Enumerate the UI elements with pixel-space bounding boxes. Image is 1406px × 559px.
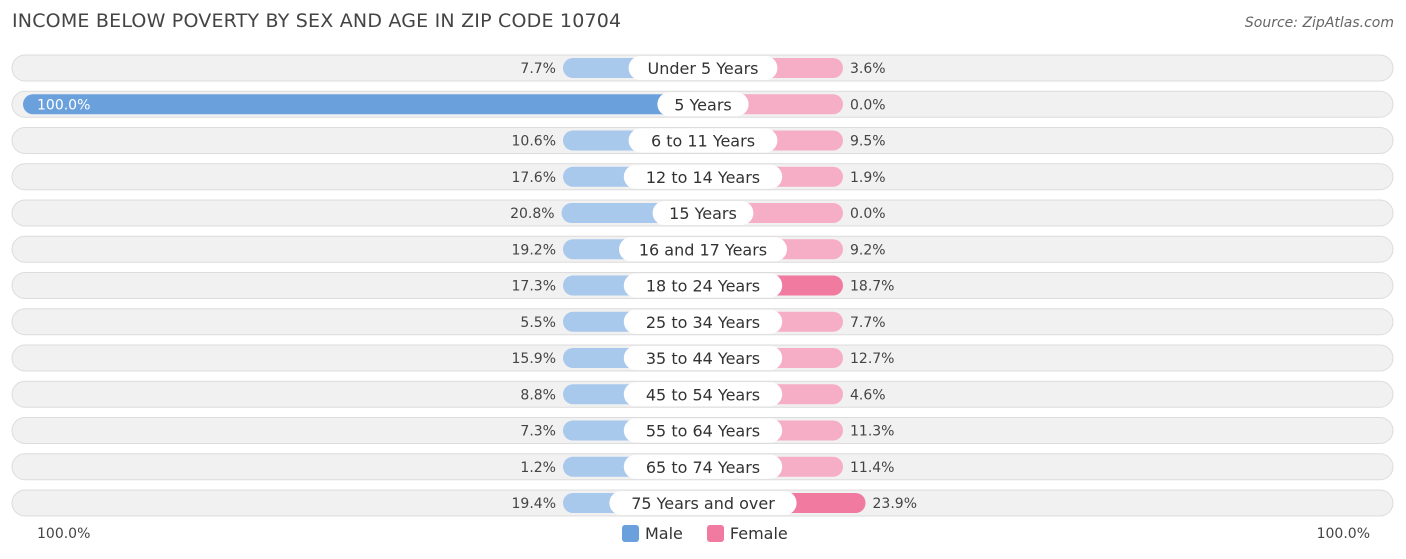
value-male: 7.7% bbox=[520, 61, 556, 77]
value-male: 1.2% bbox=[520, 460, 556, 476]
category-label: Under 5 Years bbox=[648, 59, 759, 78]
category-label: 12 to 14 Years bbox=[646, 168, 760, 187]
value-male: 5.5% bbox=[520, 315, 556, 331]
category-pill bbox=[657, 92, 749, 117]
legend-swatch-female bbox=[706, 525, 724, 542]
row-12-to-14-years: 17.6% 1.9% 12 to 14 Years bbox=[11, 163, 1394, 191]
row-45-to-54-years: 8.8% 4.6% 45 to 54 Years bbox=[11, 380, 1394, 408]
category-pill bbox=[623, 346, 783, 370]
category-pill bbox=[652, 201, 754, 225]
category-pill bbox=[623, 382, 783, 407]
category-label: 45 to 54 Years bbox=[646, 385, 760, 404]
category-pill bbox=[623, 454, 783, 479]
legend-label-male: Male bbox=[645, 524, 683, 543]
value-male: 10.6% bbox=[512, 134, 556, 150]
axis-left-label: 100.0% bbox=[37, 526, 91, 542]
value-female: 18.7% bbox=[850, 279, 894, 295]
category-label: 75 Years and over bbox=[631, 494, 775, 513]
category-label: 5 Years bbox=[674, 95, 731, 114]
value-female: 12.7% bbox=[850, 351, 894, 367]
row-15-years: 20.8% 0.0% 15 Years bbox=[11, 199, 1394, 227]
legend-label-female: Female bbox=[729, 524, 788, 543]
category-label: 15 Years bbox=[669, 204, 737, 223]
value-female: 9.5% bbox=[850, 134, 886, 150]
bar-male bbox=[23, 94, 703, 115]
category-label: 35 to 44 Years bbox=[646, 349, 760, 368]
value-male: 15.9% bbox=[512, 351, 556, 367]
value-male: 8.8% bbox=[520, 387, 556, 403]
value-male: 20.8% bbox=[510, 206, 554, 222]
legend-item-female: Female bbox=[706, 524, 788, 543]
row-under-5-years: 7.7% 3.6% Under 5 Years bbox=[11, 54, 1394, 82]
category-pill bbox=[628, 56, 778, 80]
value-female: 9.2% bbox=[850, 242, 886, 258]
category-pill bbox=[623, 273, 783, 298]
chart-source: Source: ZipAtlas.com bbox=[1244, 15, 1394, 31]
value-female: 11.3% bbox=[850, 424, 894, 440]
value-female: 11.4% bbox=[850, 460, 894, 476]
axis-right-label: 100.0% bbox=[1316, 526, 1370, 542]
category-pill bbox=[623, 164, 783, 189]
row-18-to-24-years: 17.3% 18.7% 18 to 24 Years bbox=[11, 272, 1394, 299]
value-female: 4.6% bbox=[850, 387, 886, 403]
category-label: 55 to 64 Years bbox=[646, 422, 760, 441]
category-label: 6 to 11 Years bbox=[651, 132, 755, 151]
row-55-to-64-years: 7.3% 11.3% 55 to 64 Years bbox=[11, 417, 1394, 444]
value-female: 7.7% bbox=[850, 315, 886, 331]
chart-title: INCOME BELOW POVERTY BY SEX AND AGE IN Z… bbox=[12, 10, 622, 32]
category-label: 16 and 17 Years bbox=[639, 240, 767, 259]
row-75-years-and-over: 19.4% 23.9% 75 Years and over bbox=[11, 489, 1394, 517]
legend-item-male: Male bbox=[622, 524, 683, 543]
value-female: 0.0% bbox=[850, 206, 886, 222]
category-label: 18 to 24 Years bbox=[646, 277, 760, 296]
row-16-and-17-years: 19.2% 9.2% 16 and 17 Years bbox=[11, 235, 1394, 263]
value-male: 17.6% bbox=[512, 170, 556, 186]
category-pill bbox=[609, 491, 797, 515]
value-female: 3.6% bbox=[850, 61, 886, 77]
legend-swatch-male bbox=[622, 525, 639, 542]
value-female: 1.9% bbox=[850, 170, 886, 186]
row-35-to-44-years: 15.9% 12.7% 35 to 44 Years bbox=[11, 344, 1394, 372]
value-male: 7.3% bbox=[520, 424, 556, 440]
category-label: 65 to 74 Years bbox=[646, 458, 760, 477]
row-6-to-11-years: 10.6% 9.5% 6 to 11 Years bbox=[11, 127, 1394, 154]
category-pill bbox=[623, 418, 783, 443]
legend: Male Female bbox=[622, 524, 788, 543]
value-male: 19.4% bbox=[512, 496, 556, 512]
value-male: 100.0% bbox=[37, 97, 90, 113]
category-pill bbox=[628, 128, 778, 153]
row-65-to-74-years: 1.2% 11.4% 65 to 74 Years bbox=[11, 453, 1394, 481]
row-25-to-34-years: 5.5% 7.7% 25 to 34 Years bbox=[11, 308, 1394, 336]
value-female: 23.9% bbox=[873, 496, 917, 512]
category-pill bbox=[619, 237, 787, 262]
row-5-years: 100.0% 0.0% 5 Years bbox=[11, 90, 1394, 118]
value-male: 17.3% bbox=[512, 279, 556, 295]
category-label: 25 to 34 Years bbox=[646, 313, 760, 332]
value-female: 0.0% bbox=[850, 97, 886, 113]
value-male: 19.2% bbox=[512, 242, 556, 258]
category-pill bbox=[623, 309, 783, 334]
